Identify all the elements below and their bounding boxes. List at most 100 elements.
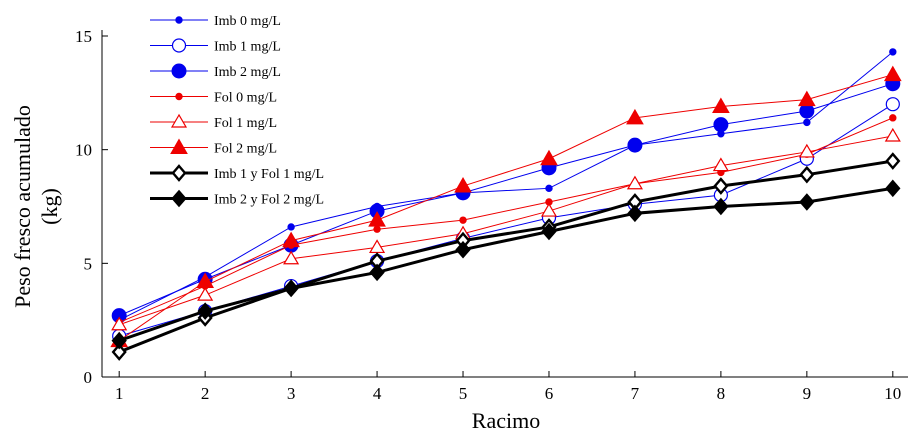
x-tick-label: 7 xyxy=(631,384,640,403)
data-point xyxy=(545,184,553,193)
legend: Imb 0 mg/L Imb 1 mg/L Imb 2 mg/L Fol 0 mg/L… xyxy=(150,14,324,208)
series-line xyxy=(118,51,894,321)
data-point xyxy=(283,279,299,298)
x-tick-label: 1 xyxy=(115,384,124,403)
series-4 xyxy=(115,114,897,327)
x-tick-label: 2 xyxy=(201,384,210,403)
data-point xyxy=(197,286,214,301)
series-8 xyxy=(111,179,901,350)
data-point xyxy=(455,240,471,259)
data-point xyxy=(884,127,901,142)
y-tick-label: 5 xyxy=(84,254,93,273)
series-line xyxy=(119,135,893,326)
data-point xyxy=(454,177,472,193)
legend-marker xyxy=(175,16,183,24)
data-point xyxy=(197,302,213,320)
y-axis-title-line-2: (kg) xyxy=(37,188,62,225)
data-point xyxy=(287,223,295,231)
legend-label: Imb 2 mg/L xyxy=(214,65,281,80)
data-point xyxy=(885,179,901,198)
x-tick-label: 6 xyxy=(545,384,554,403)
data-point xyxy=(373,225,381,233)
data-point xyxy=(626,175,643,190)
data-point xyxy=(111,316,128,331)
series-line xyxy=(118,159,894,354)
data-point xyxy=(368,211,386,227)
x-axis-title: Racimo xyxy=(472,408,540,433)
legend-marker xyxy=(170,138,188,154)
legend-label: Imb 1 mg/L xyxy=(214,40,281,55)
x-tick-label: 8 xyxy=(717,384,726,403)
data-point xyxy=(713,177,729,195)
data-point xyxy=(541,222,557,241)
data-point xyxy=(889,48,897,56)
y-tick-label: 10 xyxy=(75,141,92,160)
data-point xyxy=(713,117,729,133)
x-tick-label: 5 xyxy=(459,384,468,403)
data-point xyxy=(799,193,815,211)
legend-marker xyxy=(170,113,188,128)
y-ticks: 0 5 10 15 xyxy=(75,27,108,387)
data-point xyxy=(885,152,901,170)
data-point xyxy=(283,250,300,265)
data-point xyxy=(540,202,558,217)
data-point xyxy=(798,143,815,158)
series-line xyxy=(118,74,893,342)
series-line xyxy=(118,186,894,343)
series-line xyxy=(118,117,894,323)
plot-area: 0 5 10 15 1 2 3 4 5 6 7 8 9 10 xyxy=(75,27,908,403)
series-6 xyxy=(110,65,902,348)
y-axis-title-line-1: Peso fresco acumulado xyxy=(10,105,35,308)
data-point xyxy=(459,216,467,224)
legend-label: Imb 1 y Fol 1 mg/L xyxy=(214,167,324,182)
data-point xyxy=(627,204,643,223)
data-point xyxy=(797,90,816,107)
data-point xyxy=(712,157,729,172)
legend-label: Fol 1 mg/L xyxy=(214,116,277,131)
data-point xyxy=(803,118,811,127)
data-point xyxy=(196,272,215,289)
legend-entry: Imb 1 y Fol 1 mg/L xyxy=(150,164,324,182)
data-point xyxy=(540,149,558,166)
legend-entry: Imb 1 mg/L xyxy=(150,38,281,55)
data-point xyxy=(282,231,300,248)
data-point xyxy=(885,97,900,112)
x-tick-label: 3 xyxy=(287,384,296,403)
legend-entry: Imb 2 y Fol 2 mg/L xyxy=(150,189,324,208)
legend-label: Imb 0 mg/L xyxy=(214,14,281,29)
x-tick-label: 4 xyxy=(373,384,382,403)
x-tick-label: 10 xyxy=(884,384,901,403)
data-point xyxy=(799,165,815,184)
legend-marker xyxy=(171,38,187,53)
legend-marker xyxy=(171,164,187,182)
legend-entry: Imb 2 mg/L xyxy=(150,63,281,80)
legend-label: Fol 2 mg/L xyxy=(214,142,277,157)
data-point xyxy=(713,197,729,216)
data-point xyxy=(627,137,643,153)
data-point xyxy=(883,65,902,82)
data-point xyxy=(111,331,127,350)
legend-entry: Imb 0 mg/L xyxy=(150,14,281,29)
x-ticks: 1 2 3 4 5 6 7 8 9 10 xyxy=(115,371,901,403)
data-point xyxy=(369,263,385,282)
x-tick-label: 9 xyxy=(803,384,812,403)
legend-entry: Fol 1 mg/L xyxy=(150,113,277,131)
series-layer xyxy=(110,48,902,361)
legend-marker xyxy=(175,92,183,101)
legend-marker xyxy=(171,189,187,208)
legend-marker xyxy=(171,63,187,79)
series-7 xyxy=(111,152,901,361)
y-tick-label: 0 xyxy=(84,368,93,387)
data-point xyxy=(626,108,644,125)
y-tick-label: 15 xyxy=(75,27,92,46)
legend-label: Imb 2 y Fol 2 mg/L xyxy=(214,193,324,208)
legend-label: Fol 0 mg/L xyxy=(214,91,277,106)
legend-entry: Fol 2 mg/L xyxy=(150,138,277,157)
data-point xyxy=(889,114,897,122)
series-line xyxy=(119,103,894,337)
data-point xyxy=(712,97,730,113)
legend-entry: Fol 0 mg/L xyxy=(150,91,277,106)
series-line xyxy=(118,83,893,317)
